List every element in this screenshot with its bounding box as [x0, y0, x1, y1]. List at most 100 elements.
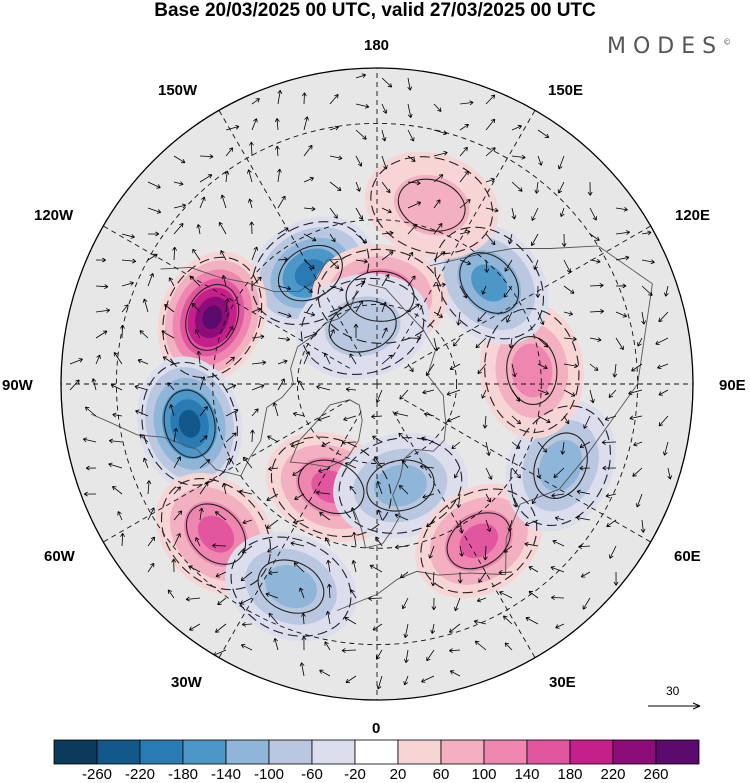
wind-arrow: [430, 623, 436, 634]
wind-arrow: [173, 155, 186, 164]
wind-arrow: [589, 258, 601, 264]
colorbar-swatch: [96, 739, 141, 765]
wind-arrow: [658, 311, 669, 323]
wind-arrow: [167, 382, 175, 391]
colorbar-label: 140: [514, 766, 540, 783]
wind-arrow: [560, 441, 566, 455]
wind-arrow: [324, 641, 331, 651]
wind-arrow: [251, 360, 267, 366]
wind-arrow: [85, 465, 97, 471]
wind-arrow: [576, 489, 591, 495]
wind-arrow: [589, 389, 595, 404]
wind-arrow: [277, 285, 291, 291]
wind-arrow: [482, 415, 488, 429]
wind-arrow: [267, 435, 279, 443]
wind-arrow: [350, 589, 357, 599]
wind-arrow: [266, 519, 279, 529]
wind-arrow: [421, 436, 435, 443]
wind-arrow: [355, 129, 367, 140]
wind-arrow: [537, 311, 545, 326]
contour-line: [420, 488, 538, 594]
wind-arrow: [212, 543, 227, 549]
colorbar-swatch: [182, 739, 227, 765]
wind-arrow: [555, 623, 565, 629]
wind-arrow: [251, 408, 259, 417]
wind-arrow: [551, 493, 565, 498]
wind-arrow: [459, 124, 469, 131]
wind-arrow: [329, 259, 340, 269]
wind-arrow: [214, 511, 227, 521]
meridian: [218, 110, 362, 357]
wind-arrow: [355, 103, 370, 109]
wind-arrow: [173, 181, 184, 186]
wind-arrow: [372, 435, 383, 443]
wind-arrow: [355, 155, 363, 167]
wind-arrow: [433, 103, 442, 112]
wind-arrow: [242, 456, 253, 469]
wind-arrow: [196, 350, 202, 365]
wind-arrow: [199, 196, 206, 209]
wind-arrow: [499, 591, 513, 599]
wind-arrow: [485, 493, 491, 503]
wind-arrow: [485, 94, 496, 105]
wind-arrow: [632, 467, 643, 477]
wind-arrow: [377, 509, 383, 521]
wind-arrow: [422, 389, 435, 395]
wind-arrow: [431, 597, 437, 611]
wind-arrow: [171, 558, 177, 573]
wind-arrow: [318, 467, 331, 473]
wind-arrow: [303, 311, 315, 317]
wind-arrow: [485, 467, 493, 480]
wind-arrow: [349, 485, 357, 495]
wind-arrow: [589, 283, 604, 288]
meridian: [404, 225, 651, 369]
wind-arrow: [173, 203, 187, 209]
wind-arrow: [108, 462, 123, 469]
wind-arrow: [225, 384, 237, 391]
wind-arrow: [134, 384, 149, 391]
wind-arrow: [110, 383, 123, 391]
wind-arrow: [117, 511, 123, 521]
wind-arrow: [404, 649, 409, 663]
wind-arrow: [381, 103, 388, 114]
wind-arrow: [351, 560, 357, 573]
wind-arrow: [329, 94, 339, 105]
wind-arrow: [640, 519, 646, 533]
wind-arrow: [535, 285, 541, 298]
wind-arrow: [147, 207, 162, 214]
wind-arrow: [121, 233, 135, 239]
wind-arrow: [563, 363, 579, 369]
wind-arrow: [161, 330, 175, 339]
wind-arrow: [511, 124, 522, 131]
meridian: [103, 399, 350, 543]
wind-arrow: [381, 274, 390, 287]
wind-arrow: [474, 640, 487, 651]
wind-arrow: [325, 610, 331, 625]
contour-line: [366, 459, 435, 512]
anomaly-level: [178, 409, 201, 438]
wind-arrow: [164, 304, 175, 313]
wind-arrow: [303, 144, 313, 157]
wind-arrow: [394, 513, 409, 521]
anomaly-high-110W: [157, 251, 267, 384]
contour-line: [328, 300, 397, 353]
wind-arrow: [266, 493, 279, 501]
wind-arrow: [355, 181, 361, 192]
wind-arrow: [265, 592, 279, 599]
wind-arrow: [199, 154, 214, 159]
wind-arrow: [459, 146, 468, 157]
wind-arrow: [473, 619, 487, 625]
wind-arrow: [251, 246, 258, 261]
wind-arrow: [381, 181, 391, 194]
wind-arrow: [531, 493, 539, 505]
wind-arrow: [524, 541, 539, 547]
wind-arrow: [173, 223, 184, 235]
wind-arrow: [139, 434, 149, 443]
wind-arrow: [91, 378, 97, 391]
wind-arrow: [299, 662, 305, 677]
wind-arrow: [381, 230, 394, 236]
wind-arrow: [454, 597, 461, 612]
wind-arrow: [189, 275, 201, 287]
wind-arrow: [376, 649, 383, 660]
wind-arrow: [407, 155, 416, 162]
